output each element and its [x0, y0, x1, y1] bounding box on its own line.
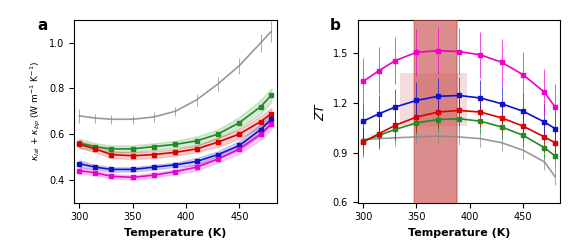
X-axis label: Temperature (K): Temperature (K): [408, 228, 510, 238]
Y-axis label: $ZT$: $ZT$: [314, 102, 327, 121]
Y-axis label: $\kappa_{lat}$ + $\kappa_{bp}$ (W m$^{-1}$ K$^{-1}$): $\kappa_{lat}$ + $\kappa_{bp}$ (W m$^{-1…: [29, 61, 43, 161]
Text: a: a: [38, 18, 48, 33]
Bar: [401, 73, 467, 126]
X-axis label: Temperature (K): Temperature (K): [124, 228, 226, 238]
FancyArrow shape: [414, 0, 457, 250]
Text: b: b: [329, 18, 340, 33]
